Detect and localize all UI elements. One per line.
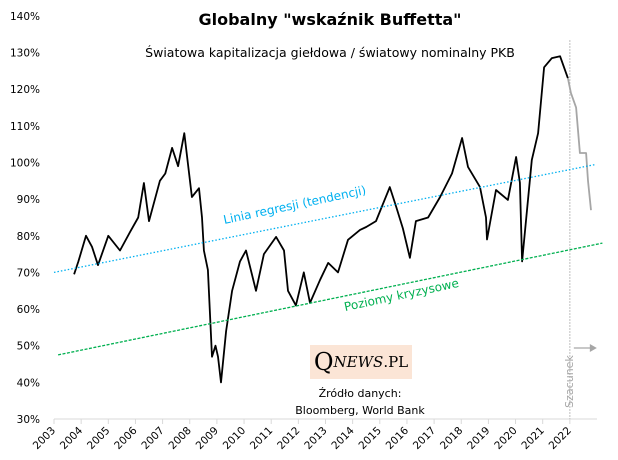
source-names: Bloomberg, World Bank (295, 404, 425, 417)
y-tick-label: 130% (10, 48, 40, 60)
x-tick-label: 2013 (302, 425, 329, 452)
x-tick-label: 2010 (221, 425, 248, 452)
logo-pl: .PL (383, 353, 409, 371)
y-tick-label: 90% (17, 194, 40, 206)
buffett-indicator-line (73, 55, 569, 384)
y-tick-label: 40% (17, 377, 40, 389)
x-tick-label: 2008 (166, 425, 193, 452)
estimate-arrow-head (589, 344, 597, 352)
x-tick-label: 2016 (384, 424, 412, 452)
x-tick-label: 2020 (492, 425, 519, 452)
x-tick-label: 2019 (465, 425, 492, 452)
x-tick-label: 2003 (31, 425, 58, 452)
chart-title: Globalny "wskaźnik Buffetta" (198, 10, 462, 29)
x-tick-label: 2007 (139, 425, 166, 452)
qnews-logo: Q NEWS .PL (310, 345, 412, 379)
regression-line (53, 163, 597, 274)
y-tick-label: 100% (10, 158, 40, 170)
x-tick-label: 2004 (58, 424, 86, 452)
x-tick-label: 2005 (85, 425, 112, 452)
y-tick-label: 50% (17, 341, 40, 353)
crisis-line (57, 242, 603, 356)
source-heading: Źródło danych: (318, 387, 402, 400)
estimate-label: Szacunek (562, 355, 576, 408)
x-tick-label: 2012 (275, 425, 302, 452)
y-tick-label: 110% (10, 121, 40, 133)
x-tick-label: 2014 (329, 424, 357, 452)
y-tick-label: 120% (10, 84, 40, 96)
x-tick-label: 2011 (248, 425, 275, 452)
y-tick-label: 30% (17, 414, 40, 426)
y-tick-label: 80% (17, 231, 40, 243)
estimate-line (567, 78, 592, 211)
y-tick-label: 70% (17, 267, 40, 279)
y-tick-label: 140% (10, 11, 40, 23)
x-tick-label: 2017 (411, 425, 438, 452)
x-tick-label: 2021 (519, 425, 546, 452)
x-tick-label: 2022 (547, 425, 574, 452)
x-tick-label: 2006 (112, 424, 140, 452)
data-source: Źródło danych: Bloomberg, World Bank (260, 385, 460, 419)
x-tick-label: 2015 (357, 425, 384, 452)
logo-news: NEWS (333, 353, 384, 371)
x-tick-label: 2018 (438, 425, 465, 452)
chart-subtitle: Światowa kapitalizacja giełdowa / świato… (145, 45, 515, 60)
logo-q: Q (313, 348, 334, 376)
y-tick-label: 60% (17, 304, 40, 316)
x-tick-label: 2009 (194, 425, 221, 452)
